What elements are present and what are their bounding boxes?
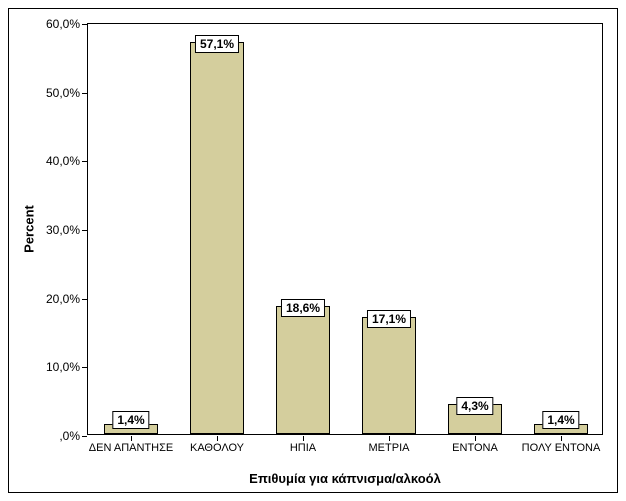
bar — [362, 317, 415, 434]
bar-value-label: 4,3% — [456, 397, 493, 415]
y-tick-label: 50,0% — [46, 86, 88, 100]
y-tick-label: 40,0% — [46, 154, 88, 168]
y-tick-label: 60,0% — [46, 17, 88, 31]
x-axis-title: Επιθυμία για κάπνισμα/αλκοόλ — [249, 471, 441, 486]
bar-chart: Percent Επιθυμία για κάπνισμα/αλκοόλ ,0%… — [0, 0, 626, 501]
plot-area: ,0%10,0%20,0%30,0%40,0%50,0%60,0%ΔΕΝ ΑΠΑ… — [87, 23, 603, 435]
bar — [276, 306, 329, 434]
y-tick-label: 30,0% — [46, 223, 88, 237]
chart-frame: Percent Επιθυμία για κάπνισμα/αλκοόλ ,0%… — [8, 8, 618, 493]
y-tick-label: 10,0% — [46, 360, 88, 374]
x-tick-label: ΗΠΙΑ — [290, 434, 316, 454]
bar-value-label: 1,4% — [112, 411, 149, 429]
y-tick-label: 20,0% — [46, 292, 88, 306]
y-axis-title: Percent — [22, 205, 37, 253]
bar-value-label: 18,6% — [281, 299, 325, 317]
bar — [190, 42, 243, 434]
bar-value-label: 17,1% — [367, 310, 411, 328]
bar-value-label: 1,4% — [542, 411, 579, 429]
x-tick-label: ΔΕΝ ΑΠΑΝΤΗΣΕ — [89, 434, 173, 454]
y-tick-label: ,0% — [59, 429, 88, 443]
x-tick-label: ΠΟΛΥ ΕΝΤΟΝΑ — [522, 434, 601, 454]
x-tick-label: ΜΕΤΡΙΑ — [369, 434, 410, 454]
x-tick-label: ΕΝΤΟΝΑ — [452, 434, 498, 454]
bar-value-label: 57,1% — [195, 35, 239, 53]
x-tick-label: ΚΑΘΟΛΟΥ — [190, 434, 244, 454]
